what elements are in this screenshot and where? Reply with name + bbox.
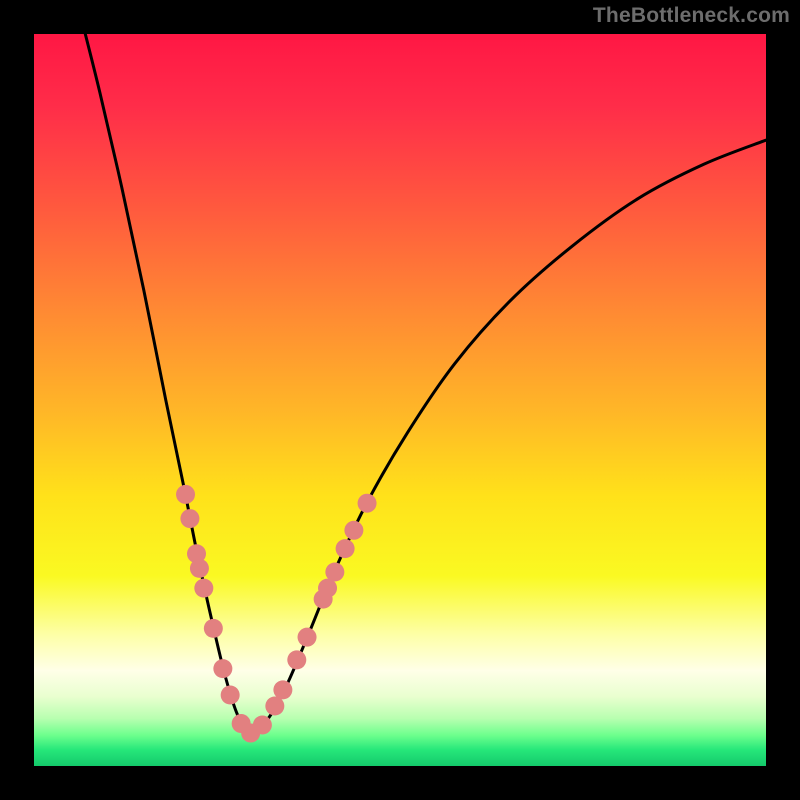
data-marker (298, 628, 317, 647)
data-marker (176, 485, 195, 504)
data-marker (336, 539, 355, 558)
data-marker (287, 650, 306, 669)
data-marker (265, 696, 284, 715)
data-marker (358, 494, 377, 513)
data-marker (325, 563, 344, 582)
data-marker (253, 716, 272, 735)
chart-container: TheBottleneck.com (0, 0, 800, 800)
data-marker (221, 685, 240, 704)
data-marker (213, 659, 232, 678)
plot-background-gradient (34, 34, 766, 766)
data-marker (344, 521, 363, 540)
data-marker (190, 559, 209, 578)
data-marker (204, 619, 223, 638)
data-marker (180, 509, 199, 528)
chart-svg (0, 0, 800, 800)
data-marker (194, 579, 213, 598)
data-marker (273, 680, 292, 699)
